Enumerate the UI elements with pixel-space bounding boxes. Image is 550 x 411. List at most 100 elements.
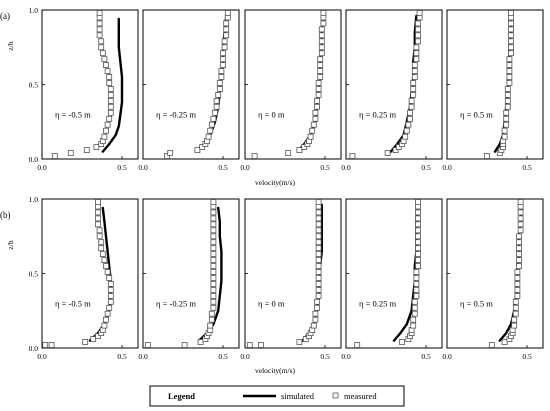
measured-point: [310, 121, 317, 128]
measured-point: [210, 263, 217, 270]
measured-point: [103, 62, 109, 68]
measured-point: [301, 144, 308, 151]
measured-point: [210, 233, 217, 240]
measured-point: [207, 322, 214, 329]
profile-panel: 0.0 0.5 0.0 0.5 1.0 η = -0.5 m: [29, 6, 139, 172]
x-tick-label: 0.5: [522, 163, 532, 172]
measured-point: [210, 257, 217, 264]
x-tick-label: 0.0: [240, 352, 250, 361]
x-tick-label: 0.5: [218, 163, 228, 172]
measured-point: [349, 153, 356, 159]
measured-point: [210, 251, 217, 258]
measured-point: [210, 209, 217, 216]
measured-point: [96, 10, 103, 16]
legend-box: [149, 385, 405, 407]
measured-point: [415, 20, 421, 27]
measured-point: [392, 147, 399, 154]
measured-point: [411, 74, 418, 80]
measured-point: [410, 322, 417, 329]
measured-point: [506, 68, 513, 74]
y-axis-label-top: z/h: [6, 41, 15, 50]
eta-annotation: η = 0 m: [258, 109, 285, 119]
measured-point: [96, 32, 103, 39]
measured-point: [516, 263, 522, 270]
measured-point: [210, 269, 217, 275]
measured-point: [104, 68, 111, 74]
measured-point: [107, 286, 114, 293]
measured-point: [503, 115, 510, 122]
measured-point: [314, 304, 320, 311]
measured-point: [220, 56, 226, 63]
profile-panel: 0.0 0.5 0.0 0.5 1.0 η = -0.5 m: [29, 195, 139, 361]
measured-point: [107, 86, 114, 92]
measured-point: [395, 144, 402, 151]
eta-annotation: η = 0.5 m: [460, 298, 493, 308]
measured-point: [413, 56, 420, 63]
measured-point: [411, 304, 418, 311]
y-tick-label: 0.0: [29, 155, 39, 164]
profile-panel: 0.0 0.5 η = 0.5 m: [442, 198, 544, 361]
measured-point: [488, 342, 495, 348]
measured-point: [516, 257, 522, 264]
x-tick-label: 0.5: [117, 352, 127, 361]
measured-point: [307, 133, 314, 140]
measured-point: [315, 269, 322, 275]
measured-point: [208, 310, 215, 317]
measured-point: [93, 144, 100, 151]
measured-point: [221, 38, 228, 45]
measured-point: [317, 74, 324, 80]
measured-point: [95, 199, 101, 205]
measured-point: [415, 227, 421, 234]
measured-point: [218, 74, 225, 80]
measured-point: [514, 269, 521, 275]
plot-frame: [345, 9, 443, 160]
measured-point: [144, 342, 151, 348]
measured-point: [106, 115, 113, 122]
measured-point: [410, 86, 417, 92]
measured-point: [399, 339, 405, 345]
measured-point: [223, 32, 230, 39]
measured-point: [517, 199, 524, 205]
measured-point: [96, 227, 103, 234]
measured-point: [315, 239, 322, 246]
profile-panel: 0.0 0.5 η = -0.25 m: [138, 198, 240, 361]
measured-point: [405, 121, 412, 128]
measured-point: [416, 10, 423, 16]
measured-point: [95, 209, 101, 216]
measured-point: [508, 38, 514, 45]
measured-point: [215, 92, 222, 98]
measured-point: [408, 103, 415, 110]
x-tick-label: 0.0: [240, 163, 250, 172]
measured-point: [512, 304, 519, 311]
measured-point: [103, 316, 109, 323]
measured-point: [315, 199, 322, 205]
measured-point: [415, 257, 421, 264]
y-tick-label: 0.0: [29, 344, 39, 353]
measured-point: [413, 50, 420, 57]
measured-point: [504, 92, 511, 98]
measured-point: [312, 109, 319, 116]
x-tick-label: 0.5: [320, 163, 330, 172]
measured-point: [296, 339, 303, 345]
measured-point: [315, 245, 322, 252]
measured-point: [503, 109, 510, 116]
measured-point: [517, 221, 524, 228]
y-tick-label: 0.5: [29, 270, 39, 279]
x-tick-label: 0.0: [442, 163, 452, 172]
x-tick-label: 0.0: [341, 163, 351, 172]
measured-point: [315, 280, 322, 287]
measured-point: [210, 199, 217, 205]
measured-point: [95, 215, 101, 222]
measured-point: [82, 339, 89, 345]
measured-point: [318, 38, 325, 45]
measured-point: [508, 32, 514, 39]
measured-point: [410, 80, 417, 86]
measured-point: [101, 56, 108, 63]
panels-group: 0.0 0.5 0.0 0.5 1.0 η = -0.5 m 0.0 0.5 η = -0.25…: [29, 6, 544, 361]
measured-point: [511, 316, 518, 323]
measured-point: [312, 310, 319, 317]
measured-point: [220, 50, 226, 57]
measured-point: [503, 121, 510, 128]
measured-point: [508, 44, 514, 51]
measured-point: [208, 316, 215, 323]
